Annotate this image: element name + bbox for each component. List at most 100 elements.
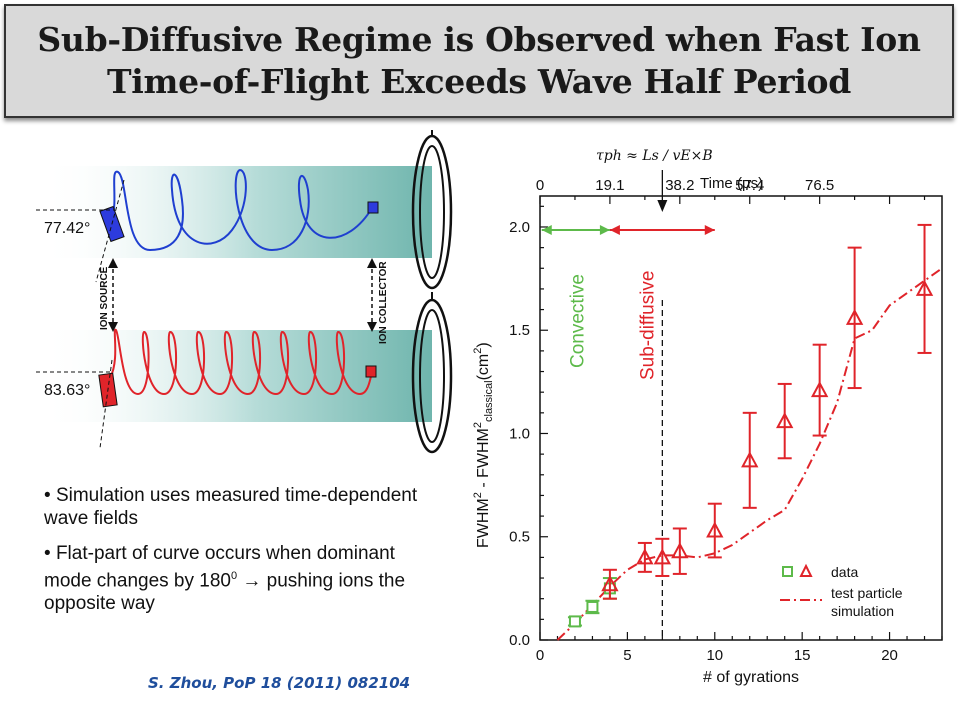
square-marker [568,615,581,628]
data-markers [567,223,934,628]
arrow-icon: → [242,570,262,592]
regime-annotations: Convective Sub-diffusive [541,170,715,640]
x-tick-label: 15 [794,647,811,664]
source-separation-arrow [108,258,118,332]
data-point-triangle [810,343,829,437]
top-axis-ticks: 0 19.1 38.2 57.4 76.5 [536,177,926,204]
top-tick-label: 76.5 [805,177,834,194]
simulation-curve [556,267,943,641]
x-axis-ticks: 0 5 10 15 20 [536,632,943,664]
orbit-schematic: 77.42° 83.63° ION SOURCE ION COLLECTOR [36,130,453,454]
legend-sim-label-1: test particle [831,585,903,601]
top-tick-label: 57.4 [735,177,764,194]
y-label-main: FWHM [475,498,492,548]
y-axis-label: FWHM2 - FWHM2classical(cm2) [472,342,495,548]
angle-label-top: 77.42° [44,220,90,237]
data-point-triangle [706,502,724,559]
ion-collector-box-top [367,201,379,214]
bullet-2: • Flat-part of curve occurs when dominan… [44,543,406,615]
triangle-marker [653,548,672,565]
convective-arrowhead-left [541,225,552,235]
y-label-sup-2: 2 [472,422,484,428]
y-label-sup-3: 2 [472,348,484,354]
convective-arrowhead-right [599,225,610,235]
ion-orbit-blue [111,168,373,252]
top-tick-label: 0 [536,177,544,194]
subdiffusive-label: Sub-diffusive [638,271,659,381]
svg-text:τph ≈ Ls / vE×B: τph ≈ Ls / vE×B [596,148,713,164]
top-tick-label: 38.2 [665,177,694,194]
convective-label: Convective [568,274,589,368]
triangle-marker [706,521,724,538]
bullet-2-text-end: pushing ions the opposite way [44,570,406,615]
angle-label-bottom: 83.63° [44,382,90,399]
x-tick-label: 5 [623,647,631,664]
y-tick-label: 2.0 [509,219,530,236]
y-label-sup-1: 2 [472,492,484,498]
data-point-triangle [741,411,759,509]
top-axis-label: Time (µs) [700,175,763,192]
y-tick-label: 0.0 [509,632,530,649]
triangle-marker [636,548,654,565]
data-point-square [567,615,582,628]
triangle-marker [601,575,619,592]
ion-collector-box-bottom [365,365,377,378]
y-tick-label: 0.5 [509,529,530,546]
triangle-marker [776,411,794,429]
legend-triangle-marker [799,563,813,577]
y-axis-ticks: 0.0 0.5 1.0 1.5 2.0 [509,205,548,649]
bullet-list: • Simulation uses measured time-dependen… [44,484,424,627]
ion-collector-label: ION COLLECTOR [378,261,389,344]
y-label-mid: - FWHM [475,428,492,492]
data-point-triangle [776,382,794,460]
bullet-2-sup: 0 [230,570,238,582]
y-label-unit: (cm [475,354,492,381]
data-point-triangle [653,537,672,577]
subdiffusive-arrowhead-right [704,225,715,235]
data-point-square [585,599,600,615]
title-bar: Sub-Diffusive Regime is Observed when Fa… [4,4,954,118]
data-point-triangle [845,246,864,390]
triangle-marker [671,542,689,559]
triangle-marker [915,279,934,296]
triangle-marker [741,451,759,468]
x-axis-label: # of gyrations [703,669,799,686]
data-point-triangle [671,527,689,575]
end-ring-top [411,130,453,290]
y-tick-label: 1.5 [509,322,530,339]
collector-separation-arrow [367,258,377,332]
legend-data-label: data [831,564,858,580]
tau-label: τph ≈ Ls / vE×B [596,148,713,164]
angle-axis-top [95,179,125,283]
plot-frame [539,195,943,641]
bullet-2-text: Flat-part of curve occurs when dominant … [44,543,395,592]
end-ring-bottom [411,292,453,454]
x-tick-label: 20 [881,647,898,664]
data-point-triangle [915,223,934,354]
data-point-triangle [601,568,619,600]
angle-axis-bottom [99,359,113,449]
citation: S. Zhou, PoP 18 (2011) 082104 [148,674,411,692]
tau-annotation: τph ≈ Ls / vE×B [596,148,713,164]
y-label-sub: classical [483,380,495,422]
gyration-chart: τph ≈ Ls / vE×B Time (µs) 0 19.1 38.2 57.4 7… [472,148,943,686]
subdiffusive-arrowhead-left [609,225,620,235]
triangle-marker [845,308,864,325]
data-point-triangle [636,541,654,573]
y-tick-label: 1.0 [509,425,530,442]
square-marker [586,600,599,613]
ion-source-label: ION SOURCE [99,266,110,330]
bullet-1: • Simulation uses measured time-dependen… [44,485,418,529]
legend-square-marker [782,566,793,577]
triangle-marker [810,381,829,398]
bullet-1-text: Simulation uses measured time-dependent … [44,485,418,529]
x-tick-label: 0 [536,647,544,664]
slide-title: Sub-Diffusive Regime is Observed when Fa… [37,19,921,101]
y-label-close: ) [475,342,492,347]
x-tick-label: 10 [706,647,723,664]
top-tick-label: 19.1 [595,177,624,194]
legend-sim-label-2: simulation [831,603,894,619]
ion-orbit-red [109,328,373,396]
legend: data test particle simulation [780,563,903,619]
